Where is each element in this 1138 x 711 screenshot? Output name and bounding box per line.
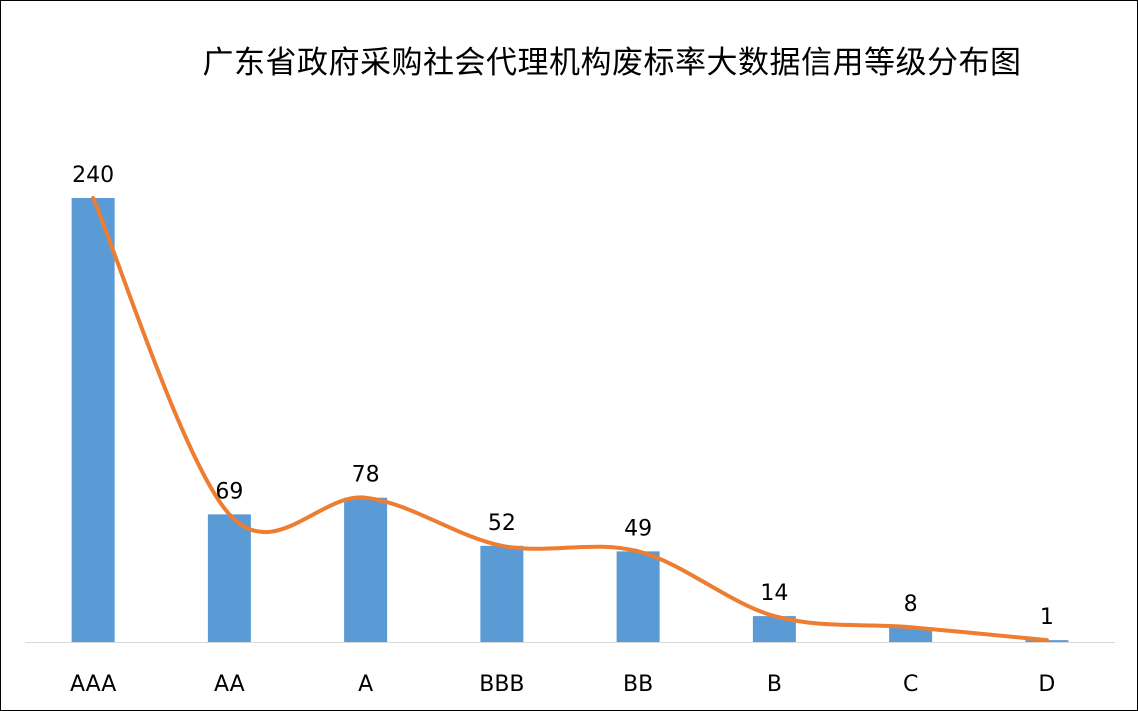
bar-bb: [616, 551, 660, 642]
data-label-d: 1: [1040, 605, 1054, 630]
data-label-a: 78: [352, 463, 380, 488]
x-tick-label-bb: BB: [623, 672, 653, 697]
bar-c: [889, 627, 933, 642]
data-labels-layer: 240 69 78 52 49 14 8 1: [72, 163, 1054, 630]
data-label-bbb: 52: [488, 511, 516, 536]
x-tick-label-aa: AA: [214, 672, 245, 697]
bar-bbb: [480, 545, 524, 642]
bar-aaa: [71, 198, 115, 642]
x-tick-label-b: B: [767, 672, 782, 697]
trend-line: [91, 196, 1049, 643]
chart-title: 广东省政府采购社会代理机构废标率大数据信用等级分布图: [202, 45, 1022, 81]
bar-aa: [207, 514, 251, 642]
data-label-c: 8: [904, 592, 918, 617]
x-tick-label-bbb: BBB: [479, 672, 524, 697]
data-label-aa: 69: [215, 479, 243, 504]
data-label-aaa: 240: [72, 163, 114, 188]
x-tick-label-d: D: [1038, 672, 1055, 697]
x-tick-label-c: C: [903, 672, 918, 697]
bar-a: [344, 497, 388, 642]
data-label-b: 14: [760, 581, 788, 606]
bars-layer: [71, 198, 1069, 642]
x-tick-label-a: A: [358, 672, 373, 697]
x-tick-labels-layer: AAA AA A BBB BB B C D: [70, 672, 1055, 697]
data-label-bb: 49: [624, 516, 652, 541]
x-tick-label-aaa: AAA: [70, 672, 116, 697]
